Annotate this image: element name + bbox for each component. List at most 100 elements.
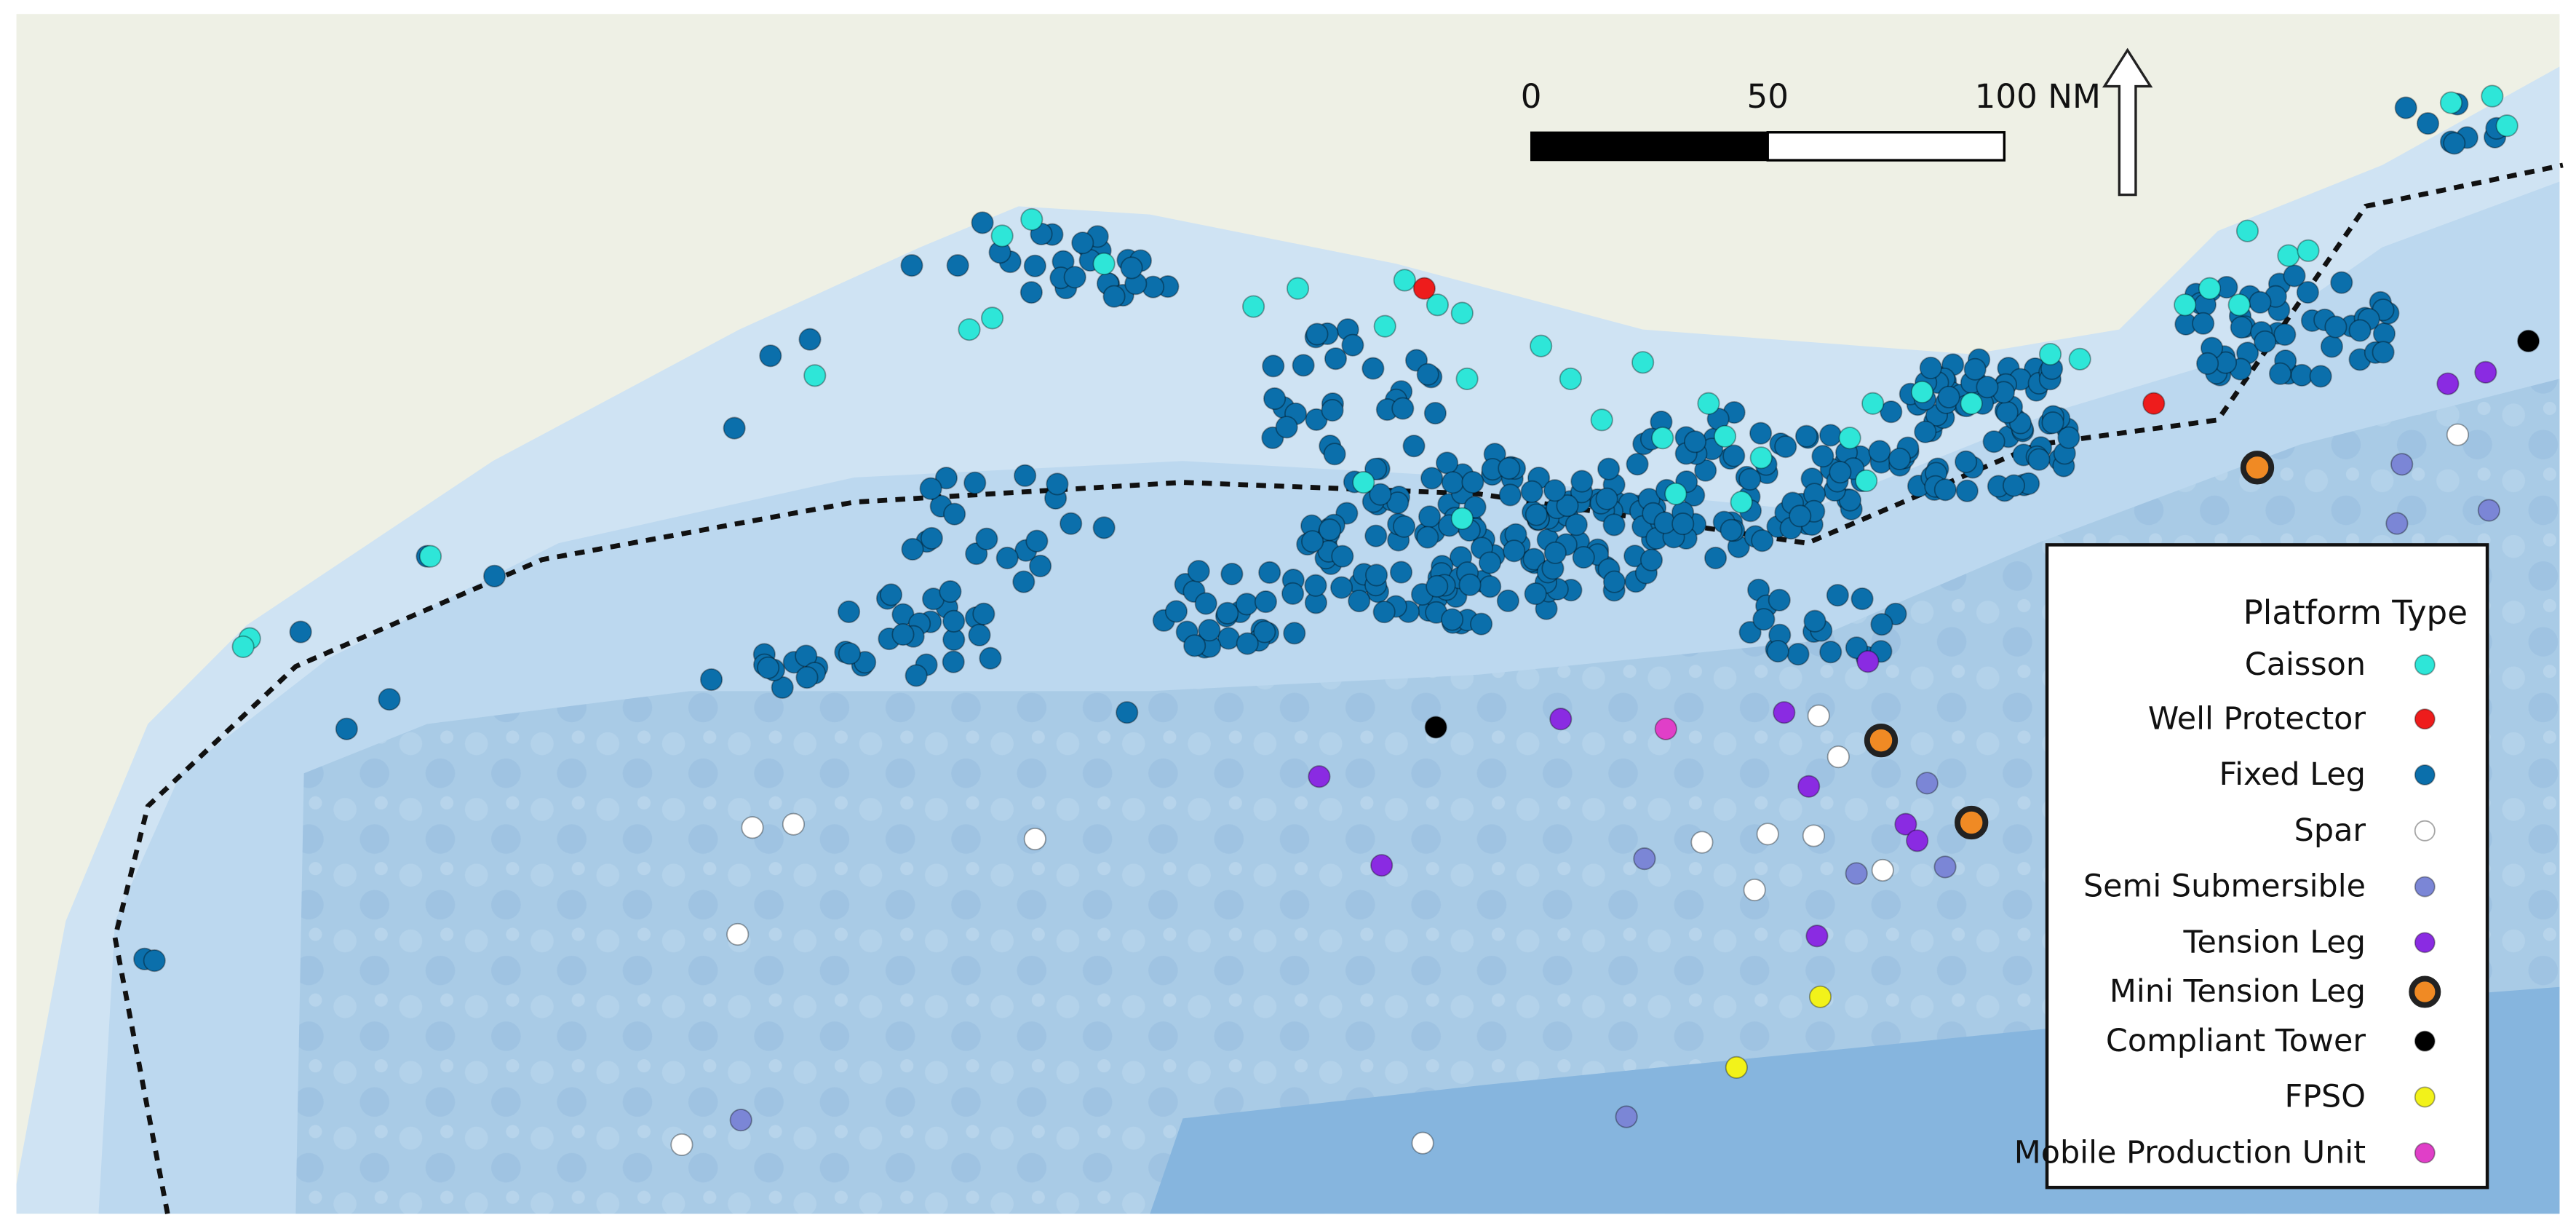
platform-marker <box>1749 446 1773 470</box>
platform-marker <box>1496 589 1519 612</box>
platform-marker <box>1020 207 1043 231</box>
platform-marker <box>1713 424 1737 448</box>
platform-marker <box>2394 96 2417 119</box>
platform-marker <box>482 564 506 587</box>
platform-marker <box>1829 461 1852 484</box>
platform-marker <box>1933 855 1957 879</box>
platform-marker <box>1590 408 1613 432</box>
platform-marker <box>1955 479 1979 502</box>
platform-marker <box>942 609 966 633</box>
platform-marker <box>981 306 1004 330</box>
platform-marker <box>1826 745 1850 769</box>
platform-marker <box>1915 772 1939 795</box>
platform-marker <box>975 527 998 550</box>
platform-marker <box>2283 264 2306 288</box>
platform-marker <box>1906 829 1929 852</box>
platform-marker <box>2414 1142 2436 1164</box>
platform-marker <box>1894 812 1917 836</box>
platform-marker <box>1520 480 1543 503</box>
platform-marker <box>1023 827 1046 851</box>
platform-marker <box>723 416 746 440</box>
platform-marker <box>2198 277 2222 300</box>
platform-marker <box>1420 467 1444 490</box>
platform-marker <box>1102 285 1126 308</box>
platform-marker <box>1478 551 1502 574</box>
platform-marker <box>1530 334 1553 357</box>
platform-marker <box>1722 444 1746 467</box>
platform-marker <box>2474 360 2497 384</box>
platform-marker <box>1768 588 1791 611</box>
platform-marker <box>1323 443 1346 466</box>
platform-marker <box>1019 281 1043 304</box>
platform-marker <box>1308 765 1331 788</box>
platform-marker <box>1597 457 1621 480</box>
platform-marker <box>1808 985 1832 1008</box>
platform-marker <box>934 467 958 490</box>
platform-marker <box>1955 805 1989 840</box>
platform-marker <box>1960 392 1983 415</box>
platform-marker <box>1524 582 1547 606</box>
platform-marker <box>1704 546 1728 570</box>
platform-marker <box>920 526 943 550</box>
platform-marker <box>1570 470 1594 493</box>
platform-marker <box>1164 600 1188 623</box>
platform-marker <box>1786 643 1810 666</box>
platform-marker <box>1868 440 1891 463</box>
platform-marker <box>803 364 827 387</box>
platform-marker <box>1292 354 1315 377</box>
platform-marker <box>1498 483 1522 507</box>
platform-marker <box>757 656 780 679</box>
platform-marker <box>771 676 794 699</box>
platform-marker <box>1543 479 1567 502</box>
platform-marker <box>905 664 928 687</box>
platform-marker <box>1392 515 1416 538</box>
platform-marker <box>939 580 962 603</box>
legend-label: Mini Tension Leg <box>2110 973 2366 1010</box>
platform-marker <box>1012 570 1035 593</box>
platform-marker <box>1743 878 1766 902</box>
platform-marker <box>1262 355 1285 378</box>
platform-marker <box>2446 423 2470 446</box>
scale-label: 50 <box>1747 77 1789 116</box>
platform-marker <box>1416 363 1439 386</box>
platform-marker <box>1602 513 1626 537</box>
platform-marker <box>1426 293 1450 317</box>
scale-label: 0 <box>1521 77 1542 116</box>
platform-marker <box>2196 352 2219 375</box>
platform-marker <box>1025 529 1049 553</box>
platform-marker <box>1773 701 1796 724</box>
platform-marker <box>2309 365 2332 388</box>
platform-marker <box>1856 650 1880 673</box>
platform-marker <box>1370 854 1394 877</box>
platform-marker <box>1749 421 1773 445</box>
platform-marker <box>1919 356 1942 380</box>
platform-marker <box>335 717 358 740</box>
platform-marker <box>1063 266 1086 289</box>
platform-marker <box>1522 547 1546 571</box>
platform-marker <box>1389 561 1413 584</box>
platform-marker <box>1305 408 1328 431</box>
platform-marker <box>1220 562 1244 586</box>
legend-title: Platform Type <box>2243 593 2468 632</box>
platform-marker <box>1664 482 1687 506</box>
platform-marker <box>2409 975 2441 1008</box>
platform-marker <box>726 922 750 946</box>
legend-label: Well Protector <box>2148 700 2366 737</box>
platform-marker <box>1352 471 1375 494</box>
platform-marker <box>1301 530 1324 553</box>
platform-marker <box>1797 775 1821 798</box>
platform-marker <box>2414 764 2436 785</box>
platform-marker <box>2390 453 2414 476</box>
platform-marker <box>1498 456 1521 480</box>
platform-marker <box>1364 524 1388 547</box>
legend-box <box>2045 543 2489 1190</box>
platform-marker <box>699 668 723 692</box>
platform-marker <box>1426 574 1449 598</box>
platform-marker <box>1572 546 1595 569</box>
platform-marker <box>1880 400 1903 424</box>
platform-marker <box>1738 467 1762 491</box>
platform-marker <box>1321 399 1344 422</box>
platform-marker <box>1694 459 1717 482</box>
platform-marker <box>1794 424 1818 448</box>
